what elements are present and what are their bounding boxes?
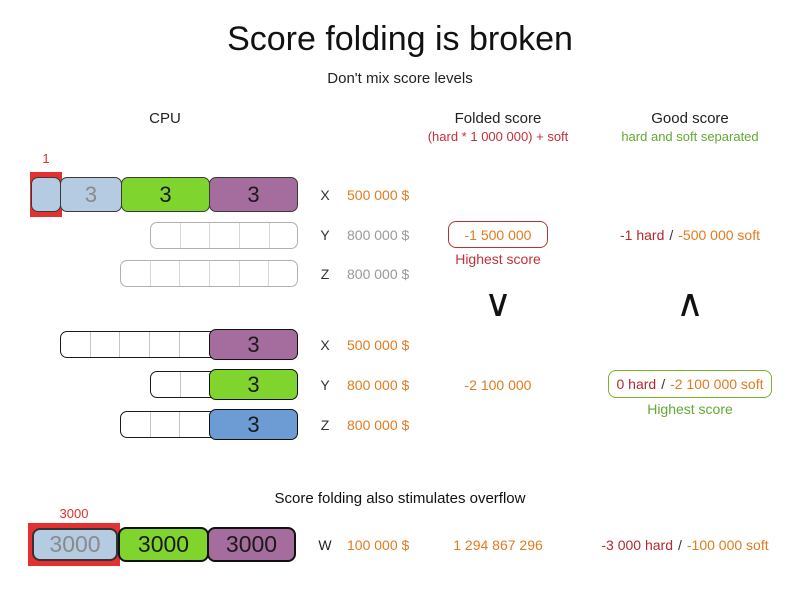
cpu-block-purple-w: 3000 (207, 527, 296, 562)
good-comparator-symbol: ∧ (676, 281, 704, 325)
folded-score-w-overflowed: 1 294 867 296 (453, 537, 543, 553)
empty-cpu-bar-z (120, 260, 298, 287)
good-score-soft: -500 000 soft (678, 227, 760, 243)
cpu-block-blue-z2: 3 (209, 409, 298, 440)
cost-value-y: 800 000 $ (347, 227, 410, 243)
highest-score-note-good: Highest score (647, 401, 733, 417)
cost-value-z: 800 000 $ (347, 266, 410, 282)
cpu-block-lightblue: 3 (60, 177, 122, 212)
bar-cell (150, 332, 180, 357)
good-score-subtitle: hard and soft separated (621, 129, 759, 144)
folded-score-y2: -2 100 000 (464, 377, 532, 393)
cpu-column-header: CPU (149, 110, 181, 127)
row-label-y2: Y (320, 377, 330, 393)
good-score-hard: 0 hard (616, 376, 657, 392)
bar-cell (121, 261, 151, 286)
row-label-w: W (318, 537, 332, 553)
page-subtitle: Don't mix score levels (327, 70, 473, 87)
bar-cell (181, 223, 211, 248)
good-score-w: -3 000 hard / -100 000 soft (580, 537, 790, 553)
good-score-soft: -2 100 000 soft (670, 376, 764, 392)
bar-cell (151, 223, 181, 248)
good-score-y: -1 hard / -500 000 soft (590, 227, 790, 243)
cpu-block-green: 3 (121, 177, 210, 212)
cost-value-x2: 500 000 $ (347, 337, 410, 353)
bar-cell (151, 261, 181, 286)
highlight-unit-label: 1 (42, 151, 50, 166)
bar-cell (121, 412, 151, 437)
bar-cell (210, 223, 241, 248)
bar-cell (61, 332, 91, 357)
bar-cell (91, 332, 121, 357)
cost-value-x: 500 000 $ (347, 187, 410, 203)
good-score-separator: / (677, 537, 682, 553)
good-score-hard: -3 000 hard (601, 537, 673, 553)
highest-good-score-box: 0 hard / -2 100 000 soft (608, 370, 772, 398)
bar-cell (151, 372, 181, 397)
bar-cell (180, 261, 211, 286)
good-score-separator: / (661, 376, 666, 392)
bar-cell (120, 332, 151, 357)
bar-cell (240, 261, 270, 286)
cpu-block-lightblue-w: 3000 (32, 528, 118, 561)
folded-score-formula: (hard * 1 000 000) + soft (427, 129, 569, 144)
cost-value-z2: 800 000 $ (347, 417, 410, 433)
cpu-block-green-y2: 3 (209, 369, 298, 400)
cpu-block-highlighted-unit (31, 177, 61, 212)
row-label-y: Y (320, 227, 330, 243)
good-score-header: Good score (651, 110, 729, 127)
good-score-soft: -100 000 soft (686, 537, 769, 553)
highest-folded-score-box: -1 500 000 (448, 221, 548, 248)
folded-comparator-symbol: ∨ (484, 281, 512, 325)
row-label-z2: Z (320, 417, 330, 433)
highlight-unit-label-w: 3000 (59, 506, 89, 521)
bar-cell (270, 223, 297, 248)
good-score-separator: / (669, 227, 674, 243)
row-label-z: Z (320, 266, 330, 282)
highest-score-note-folded: Highest score (455, 251, 541, 267)
page-title: Score folding is broken (227, 20, 573, 58)
bar-cell (240, 223, 270, 248)
bar-cell (269, 261, 297, 286)
bar-cell (210, 261, 240, 286)
empty-cpu-bar-y (150, 222, 298, 249)
cost-value-y2: 800 000 $ (347, 377, 410, 393)
cpu-block-purple-x2: 3 (209, 329, 298, 360)
bar-cell (151, 412, 181, 437)
good-score-hard: -1 hard (620, 227, 665, 243)
overflow-caption: Score folding also stimulates overflow (274, 490, 526, 507)
row-label-x2: X (320, 337, 330, 353)
cost-value-w: 100 000 $ (347, 537, 410, 553)
cpu-block-purple: 3 (209, 177, 298, 212)
cpu-block-green-w: 3000 (118, 527, 209, 562)
folded-score-header: Folded score (454, 110, 542, 127)
row-label-x: X (320, 187, 330, 203)
